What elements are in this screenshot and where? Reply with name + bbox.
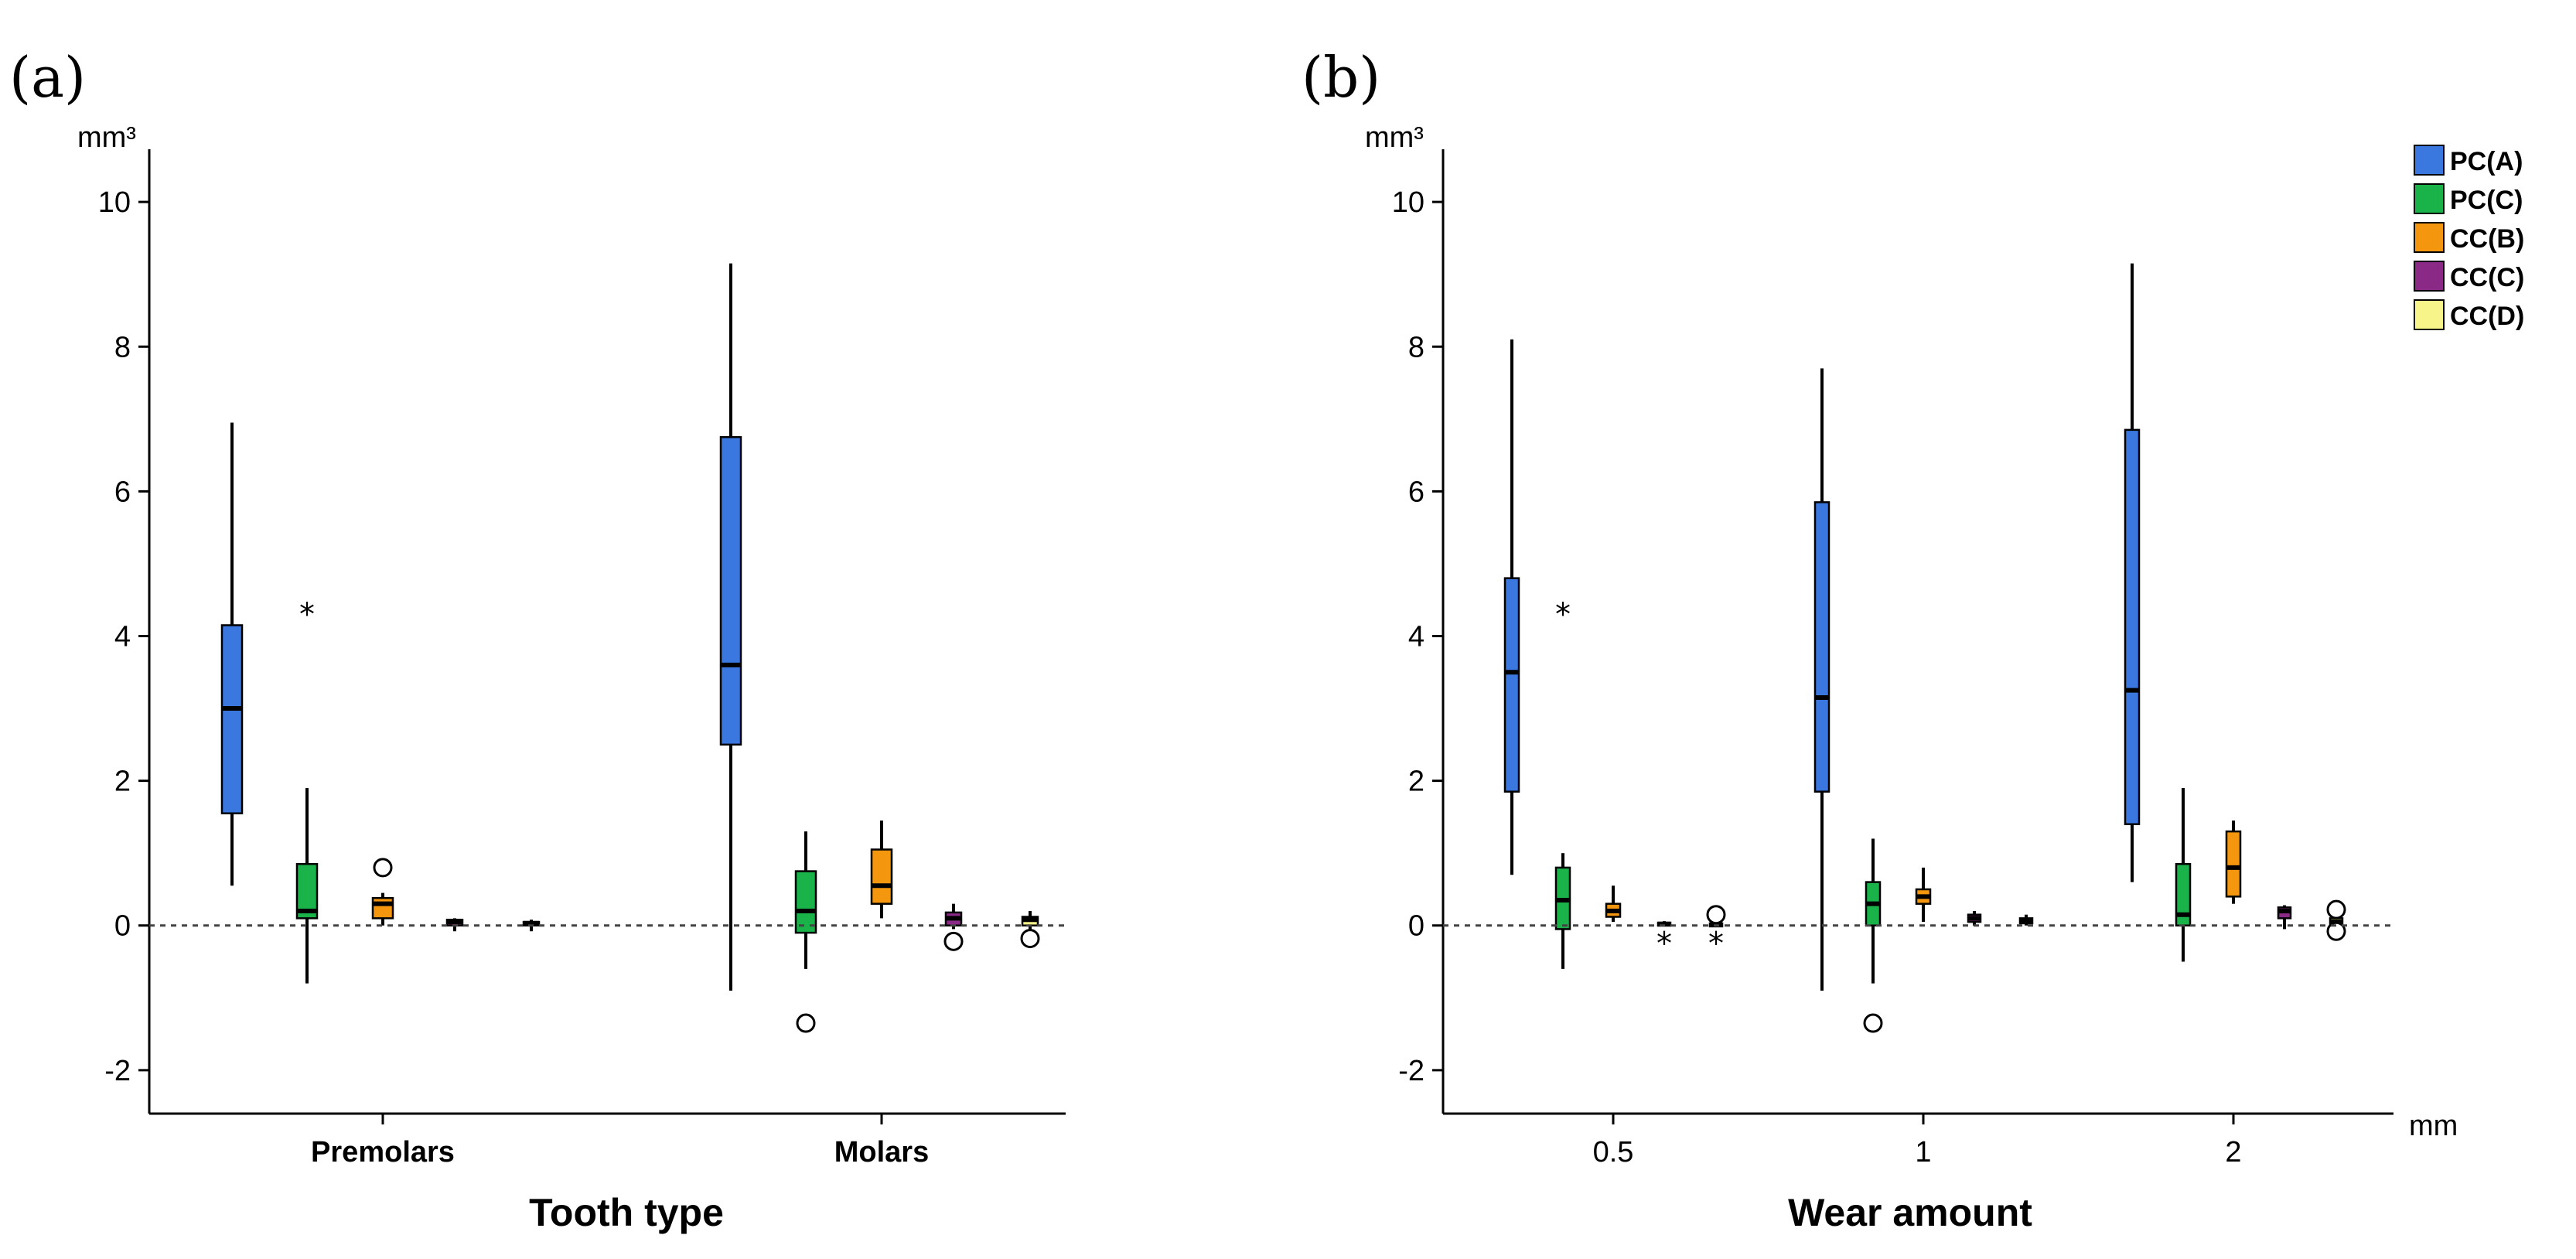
y-tick-label: 6: [1408, 476, 1424, 508]
outlier-marker: [1863, 1013, 1883, 1033]
legend-label: CC(C): [2450, 263, 2524, 292]
panel-b-label: (b): [1302, 45, 1380, 110]
box-body: [371, 896, 394, 920]
legend-item: CC(B): [2414, 222, 2524, 254]
box-ccb: [371, 858, 394, 926]
y-tick-label: 10: [1392, 186, 1424, 219]
y-tick-label: 4: [1408, 621, 1424, 653]
y-tick-label: 0: [1408, 910, 1424, 943]
box-body: [1813, 501, 1830, 793]
box-body: [220, 624, 244, 814]
box-body: [1503, 577, 1520, 793]
x-tick-label: 1: [1915, 1136, 1931, 1169]
x-tick-label: 2: [2225, 1136, 2241, 1169]
outlier-marker: [1706, 905, 1726, 925]
y-tick-label: 2: [114, 766, 131, 798]
legend-item: CC(D): [2414, 299, 2524, 331]
box-pcc: [794, 831, 817, 1033]
panel-a: (a) mm³ -2 0 2 4 6 8 10 * Premolars Molars Toot…: [9, 45, 1040, 1234]
legend-item: PC(C): [2414, 183, 2523, 215]
legend-label: CC(D): [2450, 302, 2524, 331]
y-tick-label: 8: [1408, 331, 1424, 363]
y-tick-label: 10: [98, 186, 131, 219]
x-tick-label: 0.5: [1593, 1136, 1634, 1169]
outlier-marker: [373, 858, 393, 878]
box-ccb: [870, 821, 893, 919]
legend-item: CC(C): [2414, 261, 2524, 292]
legend: PC(A) PC(C) CC(B) CC(C) CC(D): [2414, 145, 2524, 331]
outlier-marker: [796, 1013, 816, 1033]
y-tick-label: -2: [1398, 1055, 1424, 1087]
legend-swatch: [2414, 222, 2445, 253]
box-pca: [2124, 263, 2141, 882]
box-pca: [1813, 368, 1830, 991]
panel-a-label: (a): [9, 45, 86, 110]
box-ccb: [1605, 885, 1622, 923]
box-ccd: *: [1706, 905, 1726, 961]
y-tick-label: 2: [1408, 766, 1424, 798]
box-ccc: *: [1656, 921, 1672, 961]
box-pcc: [1863, 838, 1883, 1033]
box-pcc: *: [295, 597, 319, 984]
legend-label: CC(B): [2450, 224, 2524, 254]
panel-a-y-unit: mm³: [77, 121, 136, 154]
panel-b: (b) mm³ -2 0 2 4 6 8 10 * * * 0.5 1 2 mm Wear amou…: [1302, 45, 2458, 1234]
box-body: [794, 870, 817, 934]
legend-swatch: [2414, 183, 2445, 214]
x-tick-label: Molars: [834, 1136, 929, 1169]
box-ccd: [2326, 899, 2346, 941]
box-pcc: *: [1554, 597, 1571, 969]
legend-swatch: [2414, 261, 2445, 292]
box-body: [870, 848, 893, 905]
box-pca: [220, 422, 244, 886]
outlier-marker: [2326, 921, 2346, 941]
legend-swatch: [2414, 145, 2445, 176]
panel-a-x-title: Tooth type: [529, 1191, 724, 1234]
legend-label: PC(A): [2450, 147, 2523, 176]
y-tick-label: 6: [114, 476, 131, 508]
box-pca: [1503, 339, 1520, 875]
box-pca: [719, 263, 742, 991]
legend-label: PC(C): [2450, 186, 2523, 215]
box-pcc: [2175, 787, 2192, 962]
box-ccb: [2225, 821, 2242, 904]
extreme-outlier-marker: *: [1555, 597, 1571, 633]
box-ccc: [1967, 911, 1982, 926]
box-body: [719, 435, 742, 746]
y-tick-label: -2: [104, 1055, 131, 1087]
box-body: [2124, 428, 2141, 826]
outlier-marker: [2326, 899, 2346, 920]
y-tick-label: 8: [114, 331, 131, 363]
extreme-outlier-marker: *: [299, 597, 315, 633]
box-ccd: [2018, 914, 2034, 926]
y-tick-label: 0: [114, 910, 131, 943]
panel-b-y-unit: mm³: [1365, 121, 1424, 154]
extreme-outlier-marker: *: [1708, 926, 1724, 961]
panel-b-x-unit: mm: [2409, 1110, 2458, 1142]
box-ccc: [2277, 905, 2292, 930]
y-tick-label: 4: [114, 621, 131, 653]
box-ccd: [1020, 911, 1040, 949]
outlier-marker: [1020, 929, 1040, 949]
panel-b-x-title: Wear amount: [1788, 1191, 2032, 1234]
legend-swatch: [2414, 299, 2445, 330]
outlier-marker: [943, 931, 964, 951]
box-ccb: [1915, 867, 1932, 923]
box-body: [2225, 830, 2242, 898]
extreme-outlier-marker: *: [1656, 926, 1672, 961]
legend-item: PC(A): [2414, 145, 2523, 176]
box-ccc: [943, 903, 964, 951]
x-tick-label: Premolars: [311, 1136, 455, 1169]
